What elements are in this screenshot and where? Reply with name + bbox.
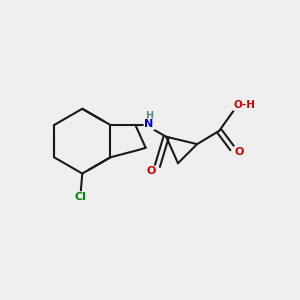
Text: O-H: O-H <box>233 100 255 110</box>
Text: Cl: Cl <box>75 192 87 202</box>
Text: O: O <box>234 147 244 157</box>
Text: O: O <box>147 167 156 176</box>
Text: H: H <box>145 110 153 121</box>
Text: N: N <box>145 119 154 129</box>
